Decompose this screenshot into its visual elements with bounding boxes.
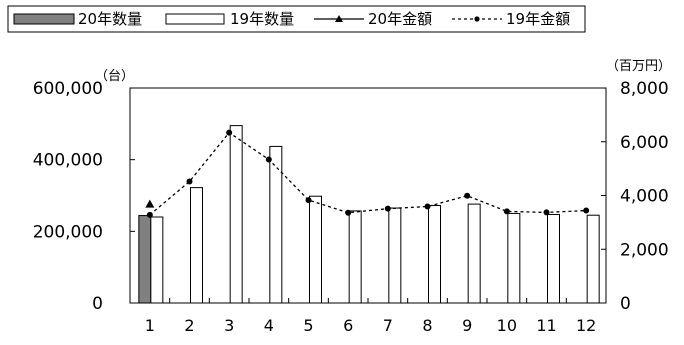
point-19-amount-5 <box>305 197 312 204</box>
bar-19-quantity-3 <box>229 125 243 304</box>
x-tick-label-11: 11 <box>536 316 556 335</box>
x-tick-label-7: 7 <box>383 316 393 335</box>
x-tick-label-12: 12 <box>576 316 596 335</box>
lines <box>145 129 590 218</box>
y-left-tick-label-2: 400,000 <box>33 151 103 171</box>
point-19-amount-8 <box>424 203 431 210</box>
x-tick-label-8: 8 <box>422 316 432 335</box>
x-tick-label-10: 10 <box>497 316 517 335</box>
x-tick-label-2: 2 <box>184 316 194 335</box>
y-right-tick-label-3: 6,000 <box>620 133 669 153</box>
y-left-tick-label-1: 200,000 <box>33 222 103 242</box>
bar-19-quantity-9 <box>467 203 481 304</box>
x-tick-label-3: 3 <box>224 316 234 335</box>
legend-label-20-amount: 20年金額 <box>368 10 432 28</box>
point-19-amount-9 <box>464 192 471 199</box>
y-right-tick-label-2: 4,000 <box>620 187 669 207</box>
line-19-amount <box>149 131 587 216</box>
legend: 20年数量 19年数量 20年金額 19年金額 <box>7 5 586 33</box>
point-19-amount-4 <box>265 156 272 163</box>
x-tick-label-5: 5 <box>303 316 313 335</box>
right-axis-unit: （百万円） <box>606 59 671 74</box>
y-right-tick-label-0: 0 <box>620 294 631 314</box>
point-19-amount-12 <box>583 207 590 214</box>
bar-20-quantity-1 <box>138 215 152 304</box>
legend-label-19-amount: 19年金額 <box>506 10 570 28</box>
point-19-amount-7 <box>384 205 391 212</box>
x-tick-label-6: 6 <box>343 316 353 335</box>
point-19-amount-11 <box>543 209 550 216</box>
bar-19-quantity-2 <box>190 187 203 304</box>
point-19-amount-3 <box>226 129 233 136</box>
bar-19-quantity-12 <box>586 214 600 304</box>
point-20-amount-1 <box>145 199 155 208</box>
legend-label-20-quantity: 20年数量 <box>78 10 142 28</box>
bar-19-quantity-11 <box>547 213 560 304</box>
y-right-tick-label-4: 8,000 <box>620 79 669 99</box>
legend-marker-20-amount <box>335 15 343 22</box>
bar-19-quantity-5 <box>309 195 322 304</box>
legend-label-19-quantity: 19年数量 <box>230 10 294 28</box>
legend-marker-19-amount <box>474 16 480 22</box>
bar-19-quantity-4 <box>269 145 283 304</box>
bar-19-quantity-8 <box>428 205 441 304</box>
point-19-amount-10 <box>503 208 510 215</box>
bars <box>138 125 600 304</box>
point-19-amount-2 <box>186 178 193 185</box>
y-left-tick-label-3: 600,000 <box>33 79 103 99</box>
bar-19-quantity-10 <box>507 212 521 304</box>
y-right-tick-label-1: 2,000 <box>620 240 669 260</box>
bar-19-quantity-7 <box>388 207 402 304</box>
point-19-amount-1 <box>146 211 153 218</box>
axes: 1 2 3 4 5 6 7 8 9 10 11 120200,000400,000600,00002,… <box>33 79 669 335</box>
x-tick-label-9: 9 <box>462 316 472 335</box>
legend-swatch-20-quantity <box>13 13 75 25</box>
left-axis-unit: （台） <box>95 69 134 84</box>
x-tick-label-1: 1 <box>145 316 155 335</box>
bar-19-quantity-6 <box>348 210 362 304</box>
point-19-amount-6 <box>345 209 352 216</box>
y-left-tick-label-0: 0 <box>92 294 103 314</box>
x-tick-label-4: 4 <box>264 316 274 335</box>
bar-19-quantity-1 <box>150 216 164 304</box>
legend-swatch-19-quantity <box>165 13 225 25</box>
